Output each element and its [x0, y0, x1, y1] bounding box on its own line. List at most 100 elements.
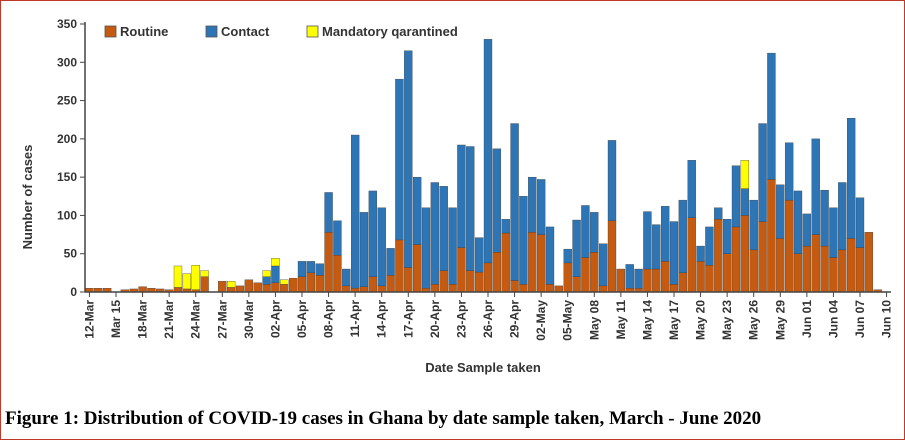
bar-segment-routine — [368, 276, 378, 293]
bar-segment-routine — [802, 245, 812, 293]
x-tick-label: Jun 07 — [853, 300, 867, 338]
bar-segment-routine — [660, 261, 670, 293]
x-tick-label: Jun 10 — [880, 300, 894, 338]
bar-segment-contact — [404, 50, 413, 268]
x-tick-label: 21-Mar — [162, 300, 176, 339]
bar-segment-mandatory-quarantined — [200, 270, 209, 277]
y-axis-title: Number of cases — [20, 145, 35, 250]
x-tick-label: May 29 — [773, 300, 787, 340]
bar-segment-routine — [722, 253, 732, 293]
y-tick-label: 350 — [57, 17, 77, 31]
bar-segment-contact — [607, 140, 617, 221]
bar-segment-contact — [492, 148, 502, 253]
bar-segment-routine — [430, 284, 440, 293]
bar-segment-routine — [253, 282, 262, 293]
x-tick-label: May 14 — [640, 300, 654, 340]
bar-segment-routine — [545, 284, 555, 293]
bar-segment-routine — [412, 244, 422, 293]
legend: Routine Contact Mandatory qarantined — [104, 24, 458, 39]
bar-segment-routine — [829, 257, 838, 293]
bar-segment-routine — [404, 267, 413, 293]
bar-segment-contact — [678, 199, 688, 274]
bar-segment-contact — [563, 248, 572, 264]
x-tick-label: May 26 — [747, 300, 761, 340]
x-tick-label: May 20 — [694, 300, 708, 340]
bar-segment-routine — [669, 284, 679, 293]
bar-segment-contact — [581, 205, 590, 258]
bar-segment-mandatory-quarantined — [262, 270, 271, 277]
x-tick-label: May 11 — [614, 300, 628, 340]
x-tick-label: 05-May — [561, 300, 575, 341]
bar-segment-routine — [288, 278, 298, 293]
x-tick-label: 29-Apr — [508, 300, 522, 338]
x-tick-label: May 17 — [667, 300, 681, 340]
bar-segment-contact — [536, 179, 546, 235]
bar-segment-routine — [536, 234, 546, 293]
bar-segment-routine — [590, 252, 599, 293]
bar-segment-contact — [306, 261, 316, 274]
bar-segment-contact — [297, 261, 307, 277]
bar-segment-contact — [519, 196, 528, 285]
bar-segment-routine — [333, 255, 342, 293]
bar-segment-routine — [271, 282, 280, 293]
bar-segment-mandatory-quarantined — [740, 160, 750, 189]
bar-segment-routine — [439, 270, 448, 293]
bar-segment-contact — [846, 118, 856, 239]
bar-segment-routine — [218, 281, 227, 293]
bar-segment-contact — [448, 207, 457, 285]
bar-segment-contact — [634, 268, 643, 289]
bar-segment-routine — [519, 284, 528, 293]
y-tick-label: 100 — [57, 208, 77, 222]
x-tick-label: 23-Apr — [454, 300, 468, 338]
x-tick-label: 08-Apr — [322, 300, 336, 338]
bar-segment-routine — [492, 252, 502, 293]
bar-segment-contact — [333, 220, 342, 256]
x-axis-ticks: 12-Mar Mar 15 18-Mar 21-Mar 24-Mar 27-Mar 30-M… — [82, 292, 894, 341]
x-tick-label: 02-Apr — [268, 300, 282, 338]
bar-segment-routine — [714, 219, 723, 293]
bar-segment-routine — [395, 239, 404, 293]
bar-segment-contact — [572, 219, 581, 277]
bar-segment-routine — [731, 226, 741, 293]
bar-segment-routine — [235, 285, 245, 293]
bar-segment-routine — [262, 284, 271, 293]
bar-segment-routine — [784, 199, 794, 293]
y-tick-label: 150 — [57, 170, 77, 184]
x-tick-label: 30-Mar — [242, 300, 256, 339]
bar-segment-routine — [324, 232, 333, 293]
bar-segment-routine — [138, 286, 147, 293]
bar-segment-routine — [678, 272, 688, 293]
bar-segment-contact — [474, 237, 484, 273]
bar-segment-mandatory-quarantined — [271, 258, 280, 267]
bar-segment-contact — [439, 186, 448, 271]
bar-segment-routine — [342, 285, 351, 293]
bar-segment-contact — [811, 138, 820, 235]
bar-segment-contact — [590, 212, 599, 253]
bar-segment-contact — [776, 184, 785, 239]
bar-segment-mandatory-quarantined — [226, 281, 236, 288]
bar-segment-routine — [315, 274, 324, 293]
bar-segment-contact — [802, 213, 812, 247]
bar-segment-contact — [271, 265, 280, 283]
bar-segment-routine — [820, 245, 829, 293]
bar-segment-contact — [696, 245, 705, 262]
bar-segment-routine — [297, 276, 307, 293]
bar-segment-routine — [386, 274, 395, 293]
bar-segment-contact — [660, 206, 670, 262]
legend-label-contact: Contact — [221, 24, 270, 39]
bar-segment-contact — [598, 243, 608, 287]
bar-segment-routine — [855, 247, 865, 293]
bar-segment-routine — [457, 247, 466, 293]
bar-segment-routine — [740, 215, 750, 293]
bar-segment-contact — [457, 144, 466, 248]
bar-segment-routine — [554, 285, 564, 293]
bar-segment-contact — [421, 207, 431, 289]
x-tick-label: 02-May — [534, 300, 548, 341]
x-tick-label: 24-Mar — [189, 300, 203, 339]
bar-segment-contact — [377, 207, 386, 287]
bar-segment-routine — [616, 268, 626, 293]
y-tick-label: 200 — [57, 132, 77, 146]
x-tick-label: 20-Apr — [428, 300, 442, 338]
bar-segment-contact — [359, 212, 369, 287]
bar-segment-routine — [687, 217, 696, 293]
